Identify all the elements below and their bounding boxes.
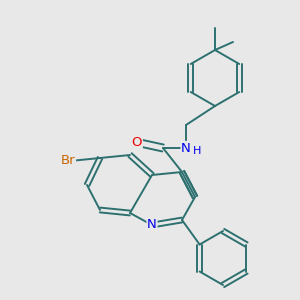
Text: O: O [132,136,142,149]
Text: H: H [193,146,201,156]
Text: N: N [147,218,157,232]
Text: N: N [181,142,191,154]
Text: Br: Br [61,154,76,167]
